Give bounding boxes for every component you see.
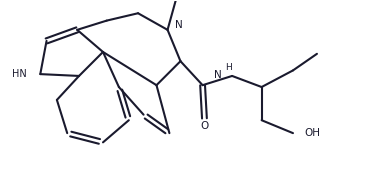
Text: N: N (175, 20, 183, 30)
Text: O: O (200, 121, 209, 131)
Text: N: N (214, 70, 222, 80)
Text: HN: HN (12, 69, 26, 79)
Text: H: H (225, 63, 232, 72)
Text: OH: OH (305, 128, 321, 138)
